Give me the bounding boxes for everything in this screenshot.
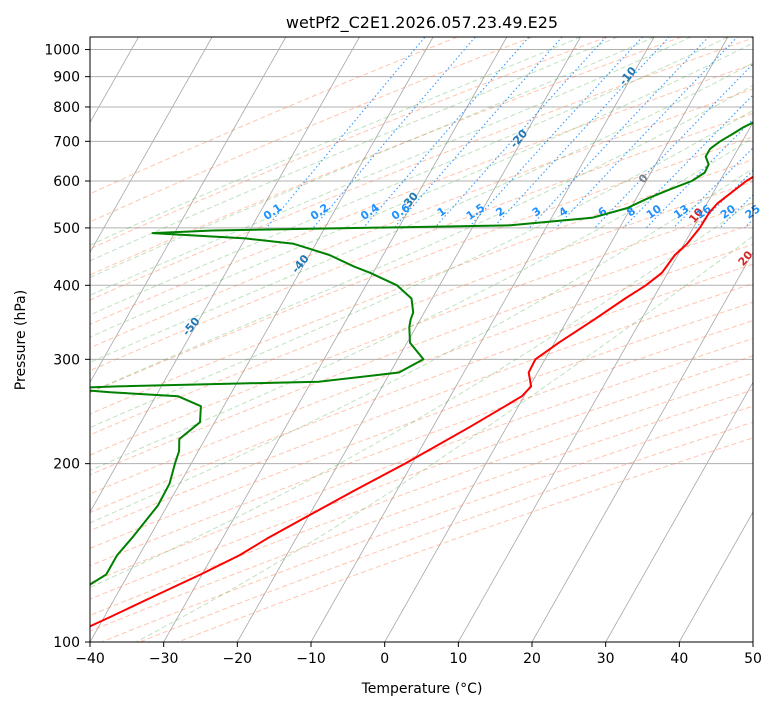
- x-tick-label: 50: [744, 651, 762, 667]
- dry-adiabat: [0, 37, 775, 642]
- isotherm-line: [458, 37, 775, 642]
- isotherm-line: [532, 37, 775, 642]
- y-tick-label: 800: [53, 100, 80, 116]
- mixing-ratio-label: 3: [530, 204, 544, 219]
- y-tick-label: 400: [53, 278, 80, 294]
- mixing-ratio-line: [313, 25, 485, 228]
- profiles: [10, 50, 775, 642]
- dry-adiabat: [0, 37, 775, 642]
- isotherm-line: [0, 37, 65, 642]
- y-tick-label: 600: [53, 174, 80, 190]
- mixing-ratio-line: [623, 25, 775, 228]
- isotherm-label: -20: [507, 127, 530, 151]
- dry-adiabat: [0, 37, 775, 642]
- moist-adiabat: [0, 37, 581, 642]
- dry-adiabat: [0, 37, 457, 642]
- mixing-ratio-label: 0.2: [308, 201, 331, 223]
- isotherm-line: [0, 37, 286, 642]
- y-tick-label: 900: [53, 70, 80, 86]
- y-tick-label: 100: [53, 635, 80, 651]
- mixing-ratio-label: 1.5: [464, 201, 487, 223]
- y-tick-label: 1000: [44, 43, 80, 59]
- dry-adiabat: [0, 37, 607, 642]
- isotherm-label: -50: [180, 315, 203, 339]
- moist-adiabat: [0, 37, 775, 642]
- dry-adiabat: [0, 37, 775, 642]
- isotherm-line: [90, 37, 433, 642]
- y-tick-label: 300: [53, 352, 80, 368]
- mixing-ratio-label: 1: [435, 204, 449, 219]
- x-tick-label: 10: [449, 651, 467, 667]
- dry-adiabat: [0, 37, 532, 642]
- isotherm-line: [385, 37, 728, 642]
- mixing-ratio-line: [595, 25, 775, 228]
- moist-adiabat: [0, 37, 775, 642]
- x-tick-label: −10: [296, 651, 326, 667]
- mixing-ratio-line: [435, 25, 617, 228]
- dewpoint-profile: [10, 50, 775, 642]
- y-tick-label: 500: [53, 221, 80, 237]
- dry-adiabat: [0, 37, 775, 642]
- y-tick-label: 200: [53, 457, 80, 473]
- x-tick-label: 40: [670, 651, 688, 667]
- dry-adiabat: [0, 37, 775, 642]
- mixing-ratio-line: [745, 25, 775, 228]
- x-tick-label: −40: [75, 651, 105, 667]
- dry-adiabat: [0, 37, 775, 642]
- moist-adiabat: [0, 37, 691, 642]
- dry-adiabat: [0, 37, 775, 642]
- dry-adiabat: [0, 37, 775, 642]
- x-tick-label: 0: [380, 651, 389, 667]
- moist-adiabat: [0, 37, 617, 642]
- x-tick-label: 20: [523, 651, 541, 667]
- chart-title: wetPf2_C2E1.2026.057.23.49.E25: [286, 13, 558, 33]
- dry-adiabat: [0, 37, 775, 642]
- y-tick-label: 700: [53, 134, 80, 150]
- dry-adiabat: [178, 37, 775, 642]
- isotherm-label: -10: [617, 64, 640, 88]
- dry-adiabat: [0, 37, 756, 642]
- dry-adiabat: [0, 37, 775, 642]
- isotherm-line: [16, 37, 359, 642]
- mixing-ratio-label: 2: [494, 204, 508, 219]
- isotherm-line: [0, 37, 212, 642]
- moist-adiabat: [0, 37, 775, 642]
- isotherm-line: [753, 37, 775, 642]
- moist-adiabat: [0, 37, 775, 642]
- x-axis-title: Temperature (°C): [361, 681, 483, 697]
- x-tick-label: −30: [149, 651, 179, 667]
- x-tick-label: 30: [597, 651, 615, 667]
- dry-adiabat: [0, 37, 681, 642]
- mixing-ratio-label: 20: [718, 202, 738, 222]
- dry-adiabat: [63, 37, 775, 642]
- dry-adiabat: [0, 37, 775, 642]
- dry-adiabat: [0, 37, 775, 642]
- y-axis-title: Pressure (hPa): [13, 290, 29, 390]
- moist-adiabat: [0, 37, 775, 642]
- dry-adiabat: [140, 37, 775, 642]
- mixing-ratio-line: [765, 25, 775, 228]
- x-tick-label: −20: [223, 651, 253, 667]
- isotherm-line: [679, 37, 775, 642]
- moist-adiabat: [0, 37, 775, 642]
- dry-adiabat: [0, 37, 775, 642]
- dry-adiabat: [0, 37, 775, 642]
